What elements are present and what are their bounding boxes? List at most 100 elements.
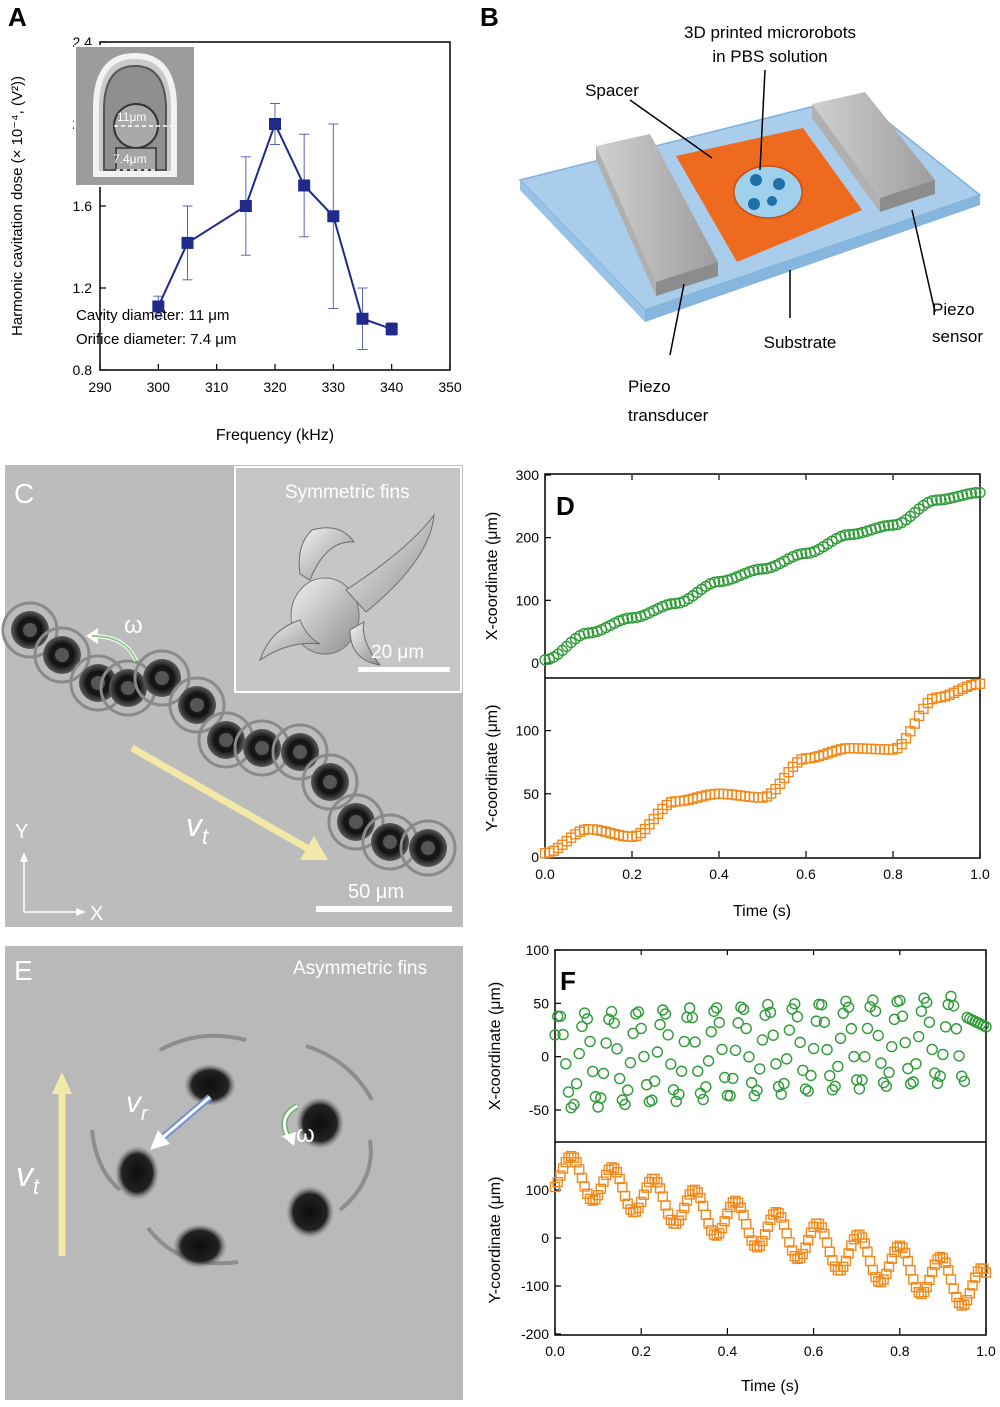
f-y-point (671, 1218, 682, 1229)
d-xtick-label: 0.2 (622, 866, 642, 882)
d-ytick-label-top: 200 (516, 530, 540, 546)
sem-inset-background (234, 466, 462, 693)
c-robot-core (323, 775, 337, 789)
f-x-point (651, 1046, 664, 1058)
f-x-point (937, 1048, 949, 1061)
a-point (239, 200, 252, 212)
f-x-point (554, 1010, 567, 1022)
f-xtick-label: 0.4 (718, 1343, 738, 1359)
panel-a-points (152, 118, 398, 335)
f-x-point (886, 1040, 898, 1053)
f-y-point (886, 1253, 897, 1265)
c-robot-halo (301, 753, 359, 811)
f-y-point (730, 1195, 741, 1207)
f-y-point (821, 1237, 833, 1248)
f-y-point (668, 1218, 679, 1229)
f-y-point (897, 1242, 908, 1253)
f-y-point (638, 1189, 650, 1200)
d-x-point (882, 519, 895, 532)
f-y-point (838, 1261, 849, 1273)
c-robot-core (219, 733, 233, 747)
f-y-point (846, 1240, 857, 1251)
panel-d-frame (544, 473, 981, 859)
f-x-point (780, 1053, 793, 1065)
f-x-point (573, 1047, 585, 1060)
f-x-point (595, 1092, 607, 1104)
f-x-point (877, 1076, 890, 1089)
f-x-point (716, 1043, 728, 1056)
panel-a-letter: A (8, 2, 27, 32)
f-y-point (687, 1185, 698, 1196)
f-x-point (659, 1008, 672, 1020)
f-x-point (947, 1000, 960, 1012)
f-x-point (842, 1001, 855, 1013)
omega-label-c: ω (124, 612, 143, 639)
panel-a-ylabel: Harmonic cavitation dose (× 10⁻⁴, (V²)) (9, 76, 26, 336)
f-ytick-label-bottom: -200 (521, 1326, 549, 1342)
f-y-point (743, 1227, 755, 1239)
f-x-point (646, 1094, 658, 1106)
f-x-point (678, 1035, 690, 1048)
f-y-point (722, 1208, 733, 1219)
f-x-point (670, 1095, 682, 1108)
f-x-point (622, 1084, 634, 1096)
vr-label-e-sub: r (141, 1103, 149, 1125)
f-y-point (571, 1157, 582, 1168)
panel-d-letter: D (556, 491, 575, 521)
f-x-point (630, 1008, 642, 1020)
f-x-point (751, 1084, 763, 1097)
omega-label-e: ω (296, 1121, 315, 1148)
f-x-point (692, 1065, 704, 1077)
f-x-point (799, 1083, 812, 1095)
f-y-point (856, 1232, 868, 1243)
f-y-point (972, 1266, 984, 1277)
panel-f-xlabel: Time (s) (741, 1378, 799, 1395)
f-x-point (565, 1101, 577, 1114)
f-ytick-label-bottom: 100 (526, 1182, 550, 1198)
f-x-point (611, 1043, 623, 1055)
f-y-point (762, 1221, 774, 1233)
f-y-point (894, 1240, 905, 1251)
f-y-point (619, 1190, 631, 1202)
f-y-point (967, 1280, 978, 1291)
label-microrobots-line2: in PBS solution (712, 47, 827, 66)
f-y-point (716, 1222, 728, 1234)
a-point (269, 118, 281, 130)
f-y-point (932, 1254, 943, 1265)
a-xtick-label: 320 (263, 379, 287, 395)
a-xtick-label: 300 (147, 379, 171, 395)
d-x-point (935, 494, 947, 506)
inset-label-cavity: 11μm (117, 110, 146, 124)
f-y-point (652, 1177, 663, 1188)
a-xtick-label: 310 (205, 379, 229, 395)
f-x-point (778, 1077, 790, 1090)
f-x-point (791, 1011, 804, 1023)
c-robot-halo (271, 723, 329, 781)
f-x-point (872, 1029, 884, 1042)
axis-x-arrowhead (76, 908, 86, 916)
a-point (356, 312, 369, 325)
c-robot-core (121, 681, 135, 695)
f-y-point (603, 1164, 615, 1175)
d-x-point (795, 548, 808, 560)
f-x-point (729, 1044, 742, 1057)
f-y-point (980, 1267, 992, 1278)
f-x-point (576, 1020, 588, 1033)
e-fin-5 (305, 1044, 374, 1101)
sem-fin-right (345, 513, 435, 613)
d-x-point (708, 576, 721, 588)
f-y-point (636, 1196, 647, 1208)
c-robot-core (155, 671, 169, 685)
f-y-point (665, 1214, 677, 1226)
a-point (385, 323, 398, 335)
f-y-point (595, 1183, 606, 1195)
piezo-transducer-top (596, 134, 718, 282)
panel-b: B 3D printed microrobots in PBS solution… (480, 2, 983, 425)
f-x-point (912, 1030, 925, 1043)
f-xtick-label: 0.2 (631, 1343, 651, 1359)
f-y-point (905, 1265, 916, 1276)
f-y-point (689, 1184, 701, 1196)
f-x-point (737, 1003, 750, 1015)
f-x-point (896, 1010, 909, 1022)
